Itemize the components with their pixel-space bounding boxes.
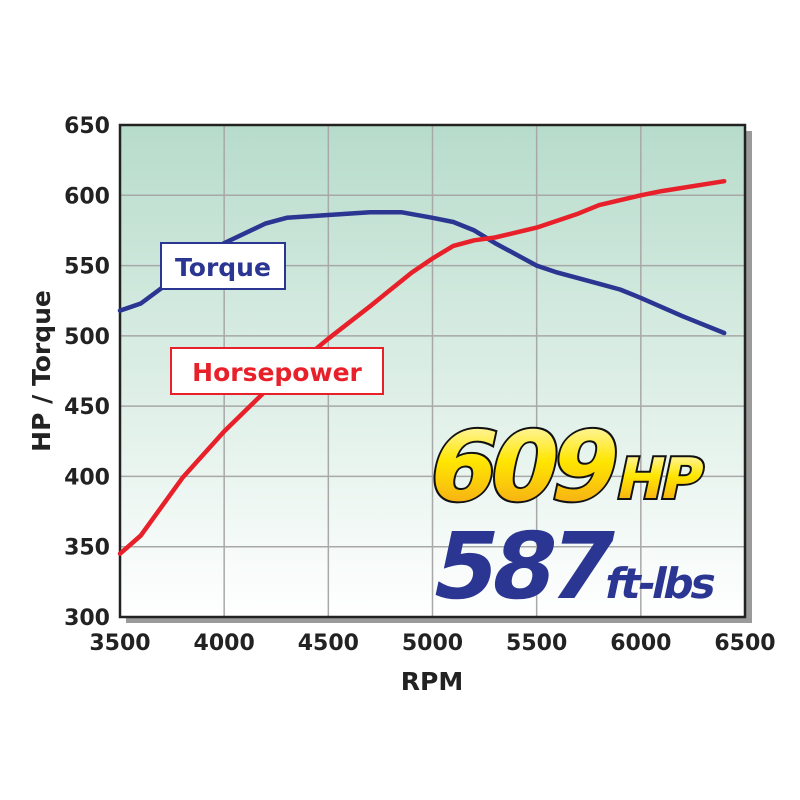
peak-torque-callout: 587 ft-lbs <box>423 513 720 620</box>
legend-horsepower-label: Horsepower <box>192 358 362 387</box>
peak-hp-callout: 609 HP <box>417 409 711 525</box>
torque-line <box>117 209 727 336</box>
peak-hp-value: 609 <box>419 411 626 523</box>
y-axis-label: HP / Torque <box>27 290 56 452</box>
legend-horsepower: Horsepower <box>170 347 384 395</box>
y-tick-label: 600 <box>64 184 110 209</box>
y-tick-label: 500 <box>64 325 110 350</box>
legend-torque-label: Torque <box>175 253 271 282</box>
y-tick-label: 350 <box>64 536 110 561</box>
y-tick-label: 400 <box>64 465 110 490</box>
y-tick-label: 650 <box>64 114 110 139</box>
legend-torque: Torque <box>160 242 286 290</box>
peak-torque-value: 587 <box>423 513 620 620</box>
x-tick-label: 5500 <box>506 631 567 656</box>
x-tick-label: 4500 <box>298 631 359 656</box>
y-tick-label: 300 <box>64 606 110 631</box>
y-tick-label: 550 <box>64 255 110 280</box>
x-tick-label: 3500 <box>89 631 150 656</box>
x-axis-label: RPM <box>401 667 463 696</box>
x-tick-label: 4000 <box>194 631 255 656</box>
y-tick-label: 450 <box>64 395 110 420</box>
x-tick-label: 6500 <box>714 631 775 656</box>
x-tick-label: 5000 <box>402 631 463 656</box>
horsepower-line <box>117 178 727 556</box>
plot-border <box>118 123 747 619</box>
peak-torque-unit: ft-lbs <box>601 560 720 608</box>
peak-hp-unit: HP <box>611 447 708 512</box>
x-tick-label: 6000 <box>610 631 671 656</box>
